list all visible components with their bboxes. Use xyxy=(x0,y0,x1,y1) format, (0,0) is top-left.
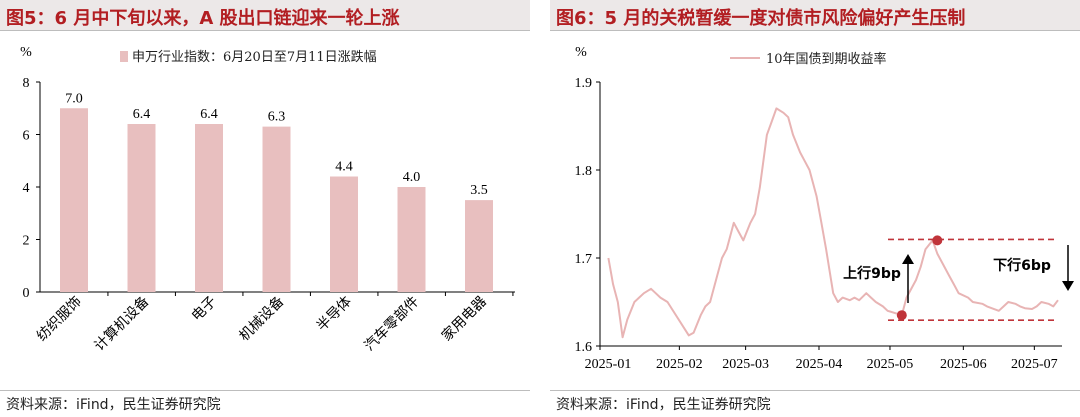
data-label: 6.3 xyxy=(268,110,286,125)
legend-label: 申万行业指数：6月20日至7月11日涨跌幅 xyxy=(132,49,377,65)
bar-3 xyxy=(195,124,223,292)
x-tick-label: 2025-02 xyxy=(656,357,703,372)
y-tick-label: 0 xyxy=(23,286,30,301)
y-tick-label: 2 xyxy=(23,234,30,249)
y-tick-label: 8 xyxy=(23,76,30,91)
bar-6 xyxy=(397,187,426,292)
left-source-divider xyxy=(0,390,530,391)
data-label: 3.5 xyxy=(470,183,488,198)
right-source-divider xyxy=(550,390,1080,391)
legend-swatch xyxy=(120,51,128,62)
y-tick-label: 1.8 xyxy=(575,164,593,179)
bar-1 xyxy=(60,108,88,292)
left-title-bar: 图5：6 月中下旬以来，A 股出口链迎来一轮上涨 xyxy=(0,0,530,31)
right-chart-panel: 图6：5 月的关税暂缓一度对债市风险偏好产生压制 % 1.6 1.7 1.8 1.9 20… xyxy=(550,0,1080,417)
category-label: 电子 xyxy=(189,294,220,325)
bar-5 xyxy=(330,176,358,292)
left-chart-title: 图5：6 月中下旬以来，A 股出口链迎来一轮上涨 xyxy=(6,8,400,29)
bar-2 xyxy=(127,124,156,292)
category-label: 家用电器 xyxy=(438,293,490,345)
up-annotation: 上行9bp xyxy=(843,265,901,282)
down-arrow-head xyxy=(1062,281,1074,291)
left-source-text: 资料来源：iFind，民生证券研究院 xyxy=(6,397,221,413)
high-point-marker xyxy=(932,235,943,246)
up-arrow-head xyxy=(902,254,914,264)
data-label: 4.4 xyxy=(335,160,353,175)
bar-4 xyxy=(262,126,291,292)
category-label: 机械设备 xyxy=(236,293,288,345)
line-chart: % 1.6 1.7 1.8 1.9 2025-01 2025-02 2025-03 2025-0… xyxy=(575,45,1074,372)
y-unit-label: % xyxy=(20,45,32,60)
y-tick-label: 1.6 xyxy=(575,340,593,355)
low-point-marker xyxy=(896,310,907,321)
y-tick-label: 1.7 xyxy=(575,252,593,267)
y-tick-label: 6 xyxy=(23,129,30,144)
bar-chart: % 0 2 4 6 8 申万行业指数：6月20日至7月11日涨跌幅 7.0 纺织服饰 6.4 计算机… xyxy=(20,45,515,355)
category-label: 汽车零部件 xyxy=(361,293,423,355)
legend-label: 10年国债到期收益率 xyxy=(766,51,887,67)
y-unit-label: % xyxy=(575,45,587,60)
data-label: 4.0 xyxy=(403,170,421,185)
bar-7 xyxy=(465,200,493,292)
category-label: 半导体 xyxy=(314,294,355,335)
y-tick-label: 4 xyxy=(23,181,30,196)
x-tick-label: 2025-03 xyxy=(722,357,769,372)
right-chart-title: 图6：5 月的关税暂缓一度对债市风险偏好产生压制 xyxy=(556,8,966,29)
x-tick-label: 2025-01 xyxy=(585,357,632,372)
data-label: 6.4 xyxy=(133,107,151,122)
left-chart-panel: 图5：6 月中下旬以来，A 股出口链迎来一轮上涨 % 0 2 4 6 8 申万行业指数：6月… xyxy=(0,0,530,417)
x-tick-label: 2025-07 xyxy=(1011,357,1058,372)
down-annotation: 下行6bp xyxy=(993,257,1051,274)
x-tick-label: 2025-06 xyxy=(940,357,987,372)
y-tick-label: 1.9 xyxy=(575,76,593,91)
right-source-text: 资料来源：iFind，民生证券研究院 xyxy=(556,397,771,413)
right-title-bar: 图6：5 月的关税暂缓一度对债市风险偏好产生压制 xyxy=(550,0,1080,31)
category-label: 纺织服饰 xyxy=(34,294,85,345)
category-label: 计算机设备 xyxy=(91,293,153,355)
data-label: 7.0 xyxy=(65,91,83,106)
x-tick-label: 2025-04 xyxy=(796,357,843,372)
x-tick-label: 2025-05 xyxy=(867,357,914,372)
data-label: 6.4 xyxy=(200,107,218,122)
yield-line xyxy=(607,107,1059,339)
